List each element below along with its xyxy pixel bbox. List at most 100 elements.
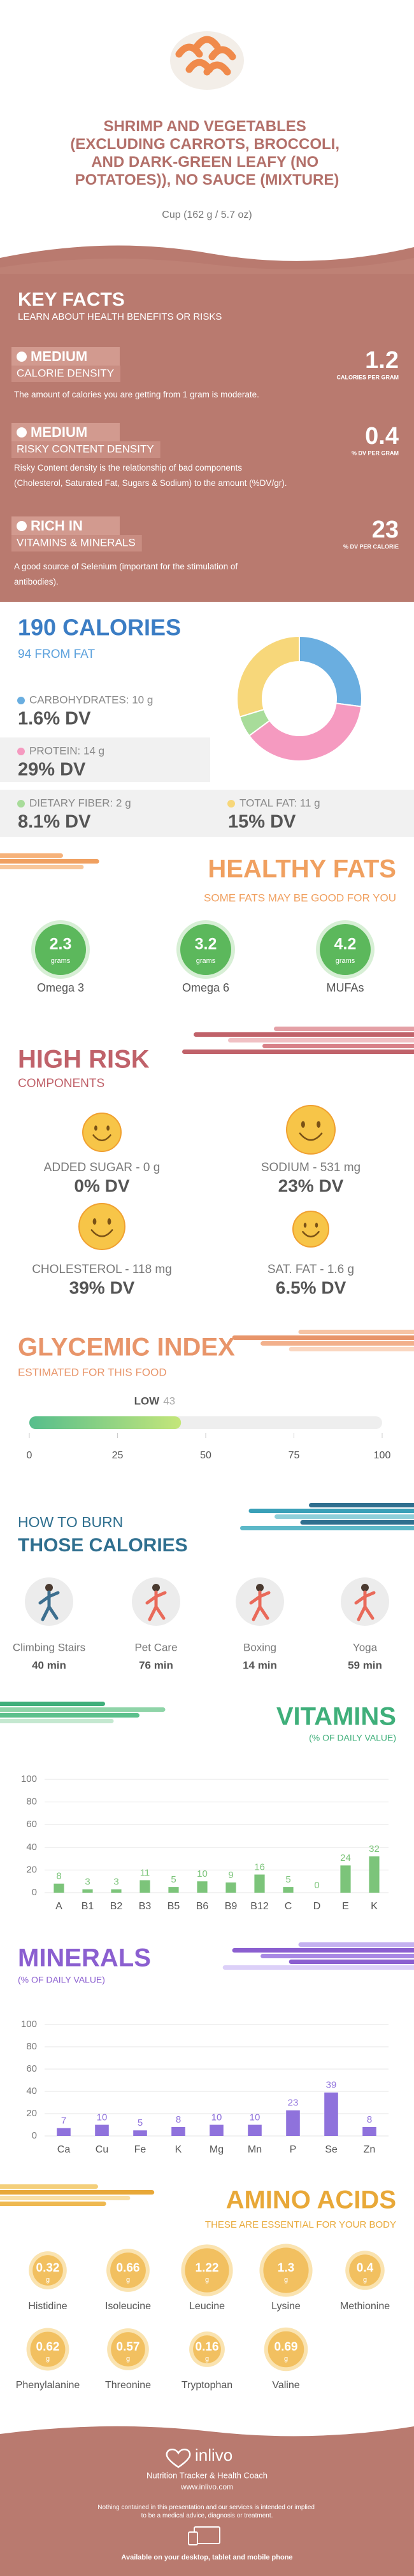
level-icon [17, 427, 27, 438]
x-tick-label: Cu [96, 2144, 108, 2155]
x-tick-label: C [285, 1901, 292, 1912]
amino-circle [268, 2331, 304, 2368]
value-label: 8 [56, 1871, 61, 1882]
fat-value: 4.2 [334, 936, 357, 953]
gi-value: 43 [163, 1395, 175, 1407]
x-tick-label: Fe [134, 2144, 146, 2155]
level-icon [17, 521, 27, 531]
name-box [11, 535, 142, 551]
activity-name: Pet Care [134, 1641, 177, 1653]
section-wave [0, 258, 414, 274]
decor-stripe [262, 1044, 414, 1048]
text-line: Risky Content density is the relationshi… [14, 463, 245, 473]
value-label: 32 [369, 1844, 380, 1854]
activity-name: Climbing Stairs [13, 1641, 85, 1653]
value-label: 24 [340, 1853, 351, 1863]
row-bg [0, 737, 210, 782]
decor-stripe [0, 865, 84, 869]
legend-dot [17, 697, 25, 704]
decor-stripe [232, 1948, 414, 1953]
amino-circle [193, 2335, 221, 2363]
bar [171, 2127, 185, 2136]
y-tick-label: 0 [32, 2130, 37, 2141]
amino-unit: g [363, 2276, 367, 2284]
fat-unit: grams [51, 957, 71, 965]
donut-slice [236, 635, 300, 718]
x-tick-label: B1 [82, 1901, 94, 1912]
amino-circle [110, 2252, 146, 2288]
shrimp [193, 36, 221, 50]
section-subtitle: 94 FROM FAT [18, 648, 95, 661]
x-tick-label: K [371, 1901, 378, 1912]
text-line: antibodies). [14, 577, 59, 587]
shrimp [175, 43, 203, 58]
nutrient-dv: 15% DV [228, 812, 296, 832]
text-line: POTATOES)), NO SAUCE (MIXTURE) [75, 171, 339, 189]
amino-circle [349, 2254, 381, 2286]
value-label: 10 [197, 1868, 208, 1879]
figure-head [361, 1584, 369, 1591]
section-title: GLYCEMIC INDEX [18, 1334, 235, 1362]
text-line: AND DARK-GREEN LEAFY (NO [91, 153, 323, 171]
amino-circle [32, 2255, 63, 2286]
decor-stripe [0, 1707, 166, 1712]
fact-unit: CALORIES PER GRAM [336, 374, 399, 380]
amino-circle [111, 2332, 145, 2366]
gi-tick-label: 50 [200, 1450, 211, 1461]
section-subtitle: LEARN ABOUT HEALTH BENEFITS OR RISKS [18, 311, 222, 322]
name-box [11, 441, 161, 458]
section-subtitle: THOSE CALORIES [18, 1535, 188, 1556]
fact-level: RICH IN [31, 518, 83, 534]
amino-unit: g [284, 2355, 288, 2363]
decor-stripe [309, 1503, 414, 1507]
bar [283, 1887, 294, 1893]
gi-tick-label: 0 [27, 1450, 32, 1461]
nutrient-label: PROTEIN: 14 g [29, 744, 104, 757]
fact-value: 0.4 [365, 423, 399, 450]
amino-name: Lysine [271, 2301, 301, 2312]
bar [57, 2128, 71, 2136]
smiley-eye [106, 1125, 110, 1131]
amino-value: 0.16 [196, 2340, 219, 2354]
fat-name: MUFAs [326, 981, 364, 994]
nutrient-dv: 8.1% DV [18, 812, 91, 832]
bar [82, 1889, 93, 1893]
decor-stripe [0, 2202, 106, 2206]
smiley-mouth [302, 1230, 320, 1238]
bar [168, 1887, 179, 1893]
text-line: Nothing contained in this presentation a… [97, 2504, 317, 2511]
amino-value: 0.57 [117, 2340, 140, 2354]
decor-stripe [261, 1341, 414, 1346]
section-bg [0, 245, 414, 602]
x-tick-label: Zn [364, 2144, 376, 2155]
decor-stripe [248, 1509, 414, 1513]
value-label: 0 [314, 1880, 319, 1891]
nutrient-dv: 29% DV [18, 760, 86, 780]
bar [111, 1889, 122, 1893]
smiley-mouth [90, 1229, 113, 1237]
bar [369, 1856, 380, 1893]
y-tick-label: 100 [21, 1774, 37, 1784]
smiley [78, 1203, 125, 1250]
bar [362, 2127, 376, 2136]
bar [225, 1882, 236, 1893]
serving: Cup (162 g / 5.7 oz) [162, 210, 252, 220]
fact-level: MEDIUM [31, 348, 87, 364]
footer-bg [0, 2426, 414, 2576]
decor-stripe [274, 1027, 414, 1031]
decor-stripe [289, 1347, 414, 1351]
bar [286, 2110, 300, 2136]
y-tick-label: 60 [26, 1819, 37, 1830]
value-label: 39 [326, 2080, 337, 2091]
amino-unit: g [205, 2276, 209, 2284]
nutrient-label: CARBOHYDRATES: 10 g [29, 694, 153, 706]
amino-name: Threonine [105, 2380, 151, 2391]
amino-unit: g [126, 2355, 130, 2363]
gi-tick-label: 75 [289, 1450, 300, 1461]
y-tick-label: 40 [26, 1842, 37, 1853]
fact-unit: % DV PER GRAM [352, 450, 399, 456]
x-tick-label: K [175, 2144, 182, 2155]
value-label: 10 [97, 2112, 108, 2123]
fact-level: MEDIUM [31, 424, 87, 440]
value-label: 8 [176, 2114, 181, 2125]
